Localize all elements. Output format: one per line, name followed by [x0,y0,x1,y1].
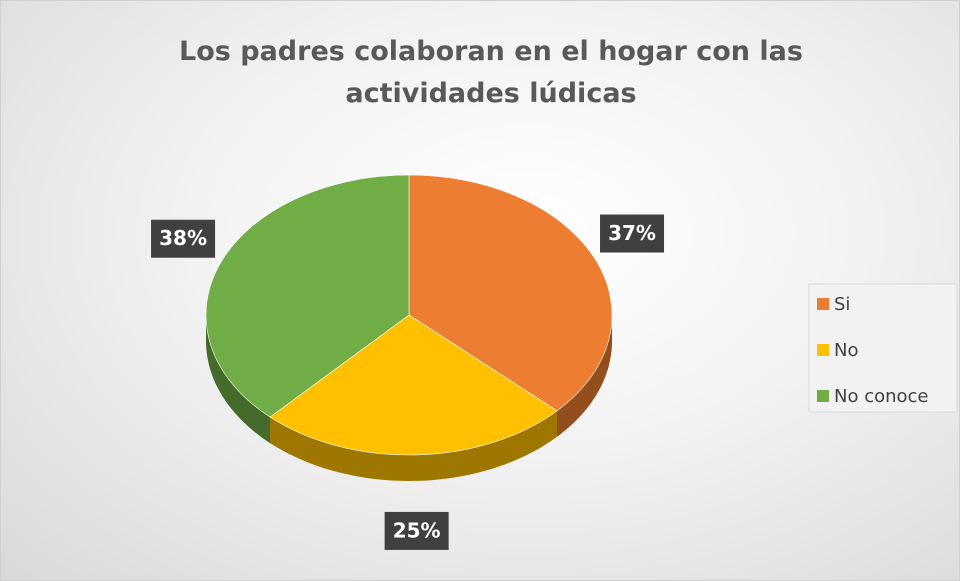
slice-side [557,315,612,437]
data-label: 25% [393,518,441,542]
slice [408,174,613,412]
legend-label: No conoce [834,386,929,407]
slice [205,174,410,418]
slice-side [270,410,557,481]
data-label-box [384,511,449,550]
legend-swatch [817,344,829,356]
legend-swatch [817,390,829,402]
data-label-box [600,214,665,253]
slice [269,314,558,456]
legend-label: Si [834,294,850,315]
data-label: 37% [608,221,656,245]
data-label: 38% [159,226,207,250]
slice-side [206,315,270,444]
legend-box [808,283,958,413]
chart-title: Los padres colaboran en el hogar con las… [179,36,803,109]
data-label-box [151,219,216,258]
legend-swatch [817,298,829,310]
legend-label: No [834,340,858,361]
